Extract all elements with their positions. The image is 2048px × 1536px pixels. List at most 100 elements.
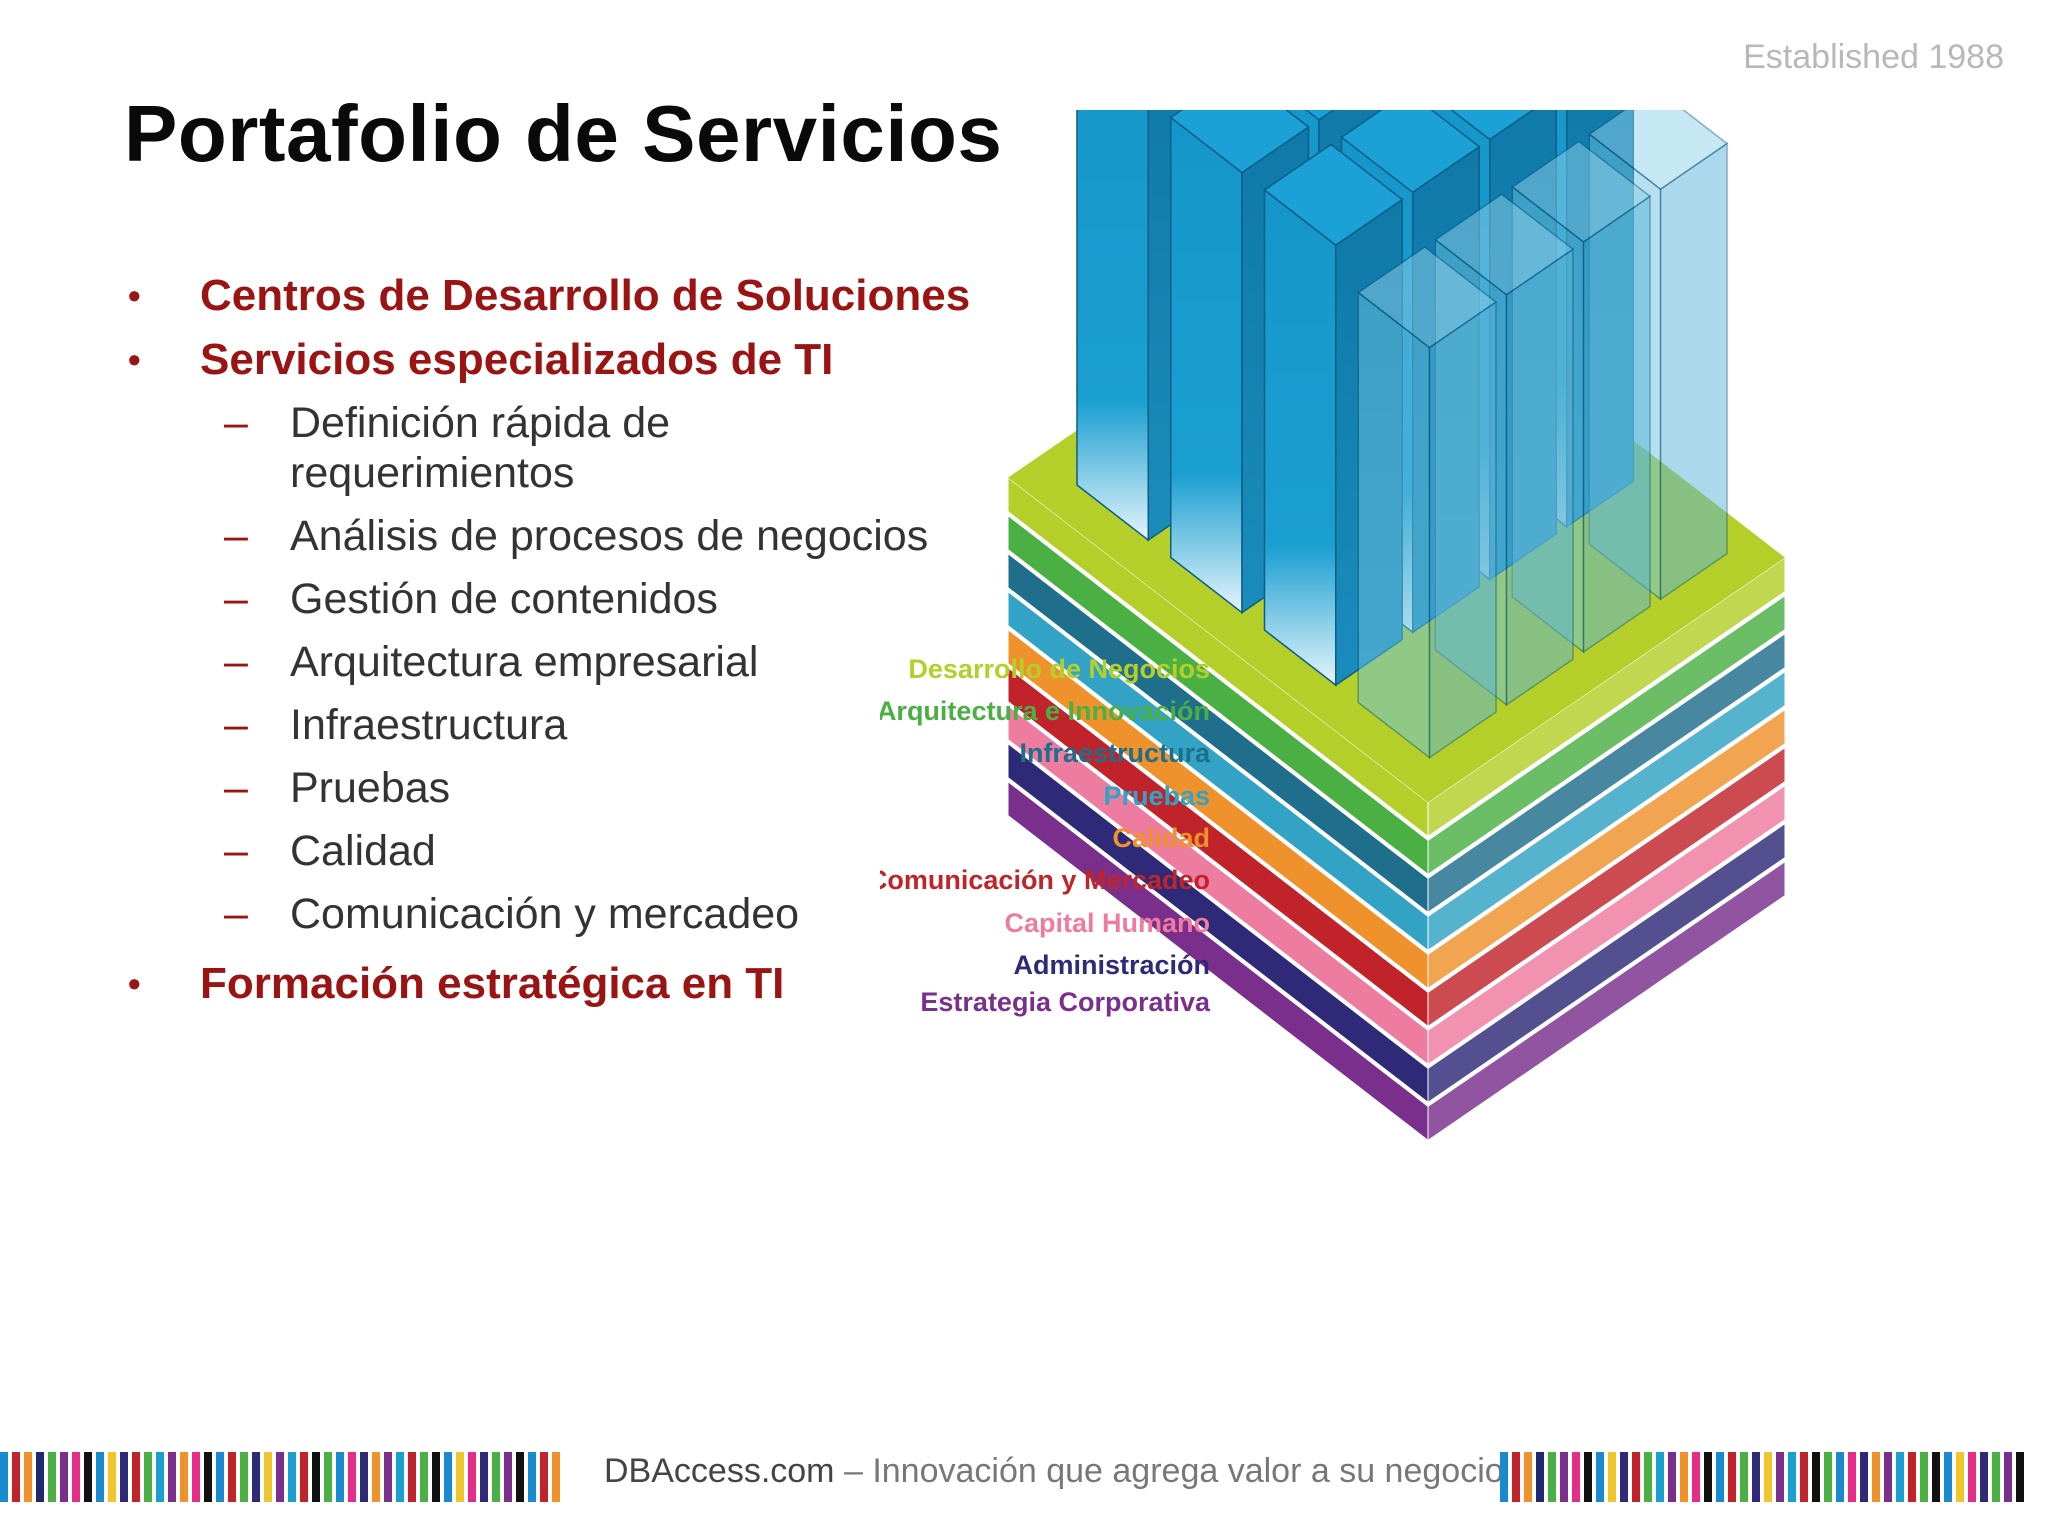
- sub-item-text: Arquitectura empresarial: [290, 638, 759, 686]
- footer-stripe: [12, 1452, 20, 1502]
- footer-stripes-right: [1500, 1452, 2024, 1502]
- sub-item: – Calidad: [224, 827, 436, 875]
- footer-stripe: [1668, 1452, 1676, 1502]
- footer-separator: –: [834, 1452, 873, 1490]
- footer-stripe: [1920, 1452, 1928, 1502]
- sub-item: – Definición rápida de requerimientos: [224, 399, 671, 497]
- sub-item: – Gestión de contenidos: [224, 575, 718, 623]
- footer-stripe: [312, 1452, 320, 1502]
- tower-front-face: [1357, 290, 1431, 760]
- footer-stripe: [360, 1452, 368, 1502]
- footer-stripe: [1800, 1452, 1808, 1502]
- footer-stripe: [348, 1452, 356, 1502]
- bullet-item: • Centros de Desarrollo de Soluciones: [128, 271, 971, 320]
- footer-stripe: [24, 1452, 32, 1502]
- footer-stripe: [1512, 1452, 1520, 1502]
- layer-slab-side: [1427, 822, 1786, 1104]
- footer-stripe: [1728, 1452, 1736, 1502]
- footer-tagline: Innovación que agrega valor a su negocio: [872, 1452, 1504, 1490]
- footer-stripes-left: [0, 1452, 560, 1502]
- footer-stripe: [1812, 1452, 1820, 1502]
- footer-stripe: [204, 1452, 212, 1502]
- footer-stripe: [1872, 1452, 1880, 1502]
- tower-front-face: [1263, 188, 1337, 687]
- footer-stripe: [240, 1452, 248, 1502]
- footer-stripe: [252, 1452, 260, 1502]
- footer-stripe: [1788, 1452, 1796, 1502]
- footer-stripe: [0, 1452, 8, 1502]
- tower-top-face: [1305, 110, 1335, 121]
- sub-item-text: Gestión de contenidos: [290, 575, 718, 623]
- footer-stripe: [1836, 1452, 1844, 1502]
- layer-slab-side: [1427, 632, 1786, 914]
- tower-top-face: [1587, 110, 1729, 191]
- bullet-text: Formación estratégica en TI: [200, 959, 785, 1008]
- footer-stripe: [456, 1452, 464, 1502]
- layer-label-infraestructura: Infraestructura: [1019, 738, 1211, 768]
- footer-stripe: [1632, 1452, 1640, 1502]
- footer-stripe: [48, 1452, 56, 1502]
- layer-slab-side: [1427, 746, 1786, 1028]
- layer-slab: [1007, 514, 1786, 876]
- footer-stripe: [1884, 1452, 1892, 1502]
- layer-slab: [1007, 552, 1786, 914]
- footer-stripe: [264, 1452, 272, 1502]
- bullet-item: • Formación estratégica en TI: [128, 959, 785, 1008]
- layer-slab: [1007, 628, 1786, 990]
- tower-top-face: [1356, 245, 1498, 349]
- tower-top-face: [1340, 110, 1481, 194]
- established-label: Established 1988: [1743, 38, 2004, 76]
- tower-side-face: [1428, 300, 1497, 760]
- sub-list: – Definición rápida de requerimientos – An…: [124, 398, 970, 939]
- footer-stripe: [468, 1452, 476, 1502]
- footer-stripe: [228, 1452, 236, 1502]
- footer-stripe: [1692, 1452, 1700, 1502]
- footer-stripe: [492, 1452, 500, 1502]
- footer-stripe: [36, 1452, 44, 1502]
- layer-label-pruebas: Pruebas: [1103, 781, 1210, 811]
- cds-layer-diagram: Desarrollo de Negocios Arquitectura e In…: [880, 110, 1786, 1142]
- layer-slab: [1007, 742, 1786, 1104]
- footer-stripe: [1500, 1452, 1508, 1502]
- tower-front-face: [1076, 110, 1149, 542]
- footer-text: DBAccess.com – Innovación que agrega val…: [604, 1452, 1504, 1491]
- footer-stripe: [336, 1452, 344, 1502]
- footer-stripe: [504, 1452, 512, 1502]
- footer-stripe: [2016, 1452, 2024, 1502]
- footer-stripe: [1572, 1452, 1580, 1502]
- footer-stripe: [444, 1452, 452, 1502]
- tower-side-face: [1505, 247, 1574, 707]
- footer-stripe: [168, 1452, 176, 1502]
- footer-stripe: [1740, 1452, 1748, 1502]
- footer-stripe: [156, 1452, 164, 1502]
- tower-top-face: [1450, 110, 1535, 141]
- tower-top-face: [1510, 140, 1652, 243]
- footer-stripe: [120, 1452, 128, 1502]
- tower-top-face: [1263, 143, 1404, 247]
- footer-stripe: [1644, 1452, 1652, 1502]
- layer-slab: [1007, 666, 1786, 1028]
- footer-stripe: [72, 1452, 80, 1502]
- sub-item-text: Calidad: [290, 827, 436, 875]
- footer-stripe: [528, 1452, 536, 1502]
- footer-stripe: [1968, 1452, 1976, 1502]
- layer-label-capital-humano: Capital Humano: [1004, 908, 1210, 938]
- footer-stripe: [384, 1452, 392, 1502]
- footer-stripe: [516, 1452, 524, 1502]
- tower-faded: [1356, 245, 1498, 760]
- footer-stripe: [276, 1452, 284, 1502]
- footer-stripe: [1608, 1452, 1616, 1502]
- bullet-item: • Servicios especializados de TI: [128, 335, 834, 384]
- layer-label-comunicacion-mercadeo: Comunicación y Mercadeo: [880, 865, 1210, 895]
- footer-stripe: [1524, 1452, 1532, 1502]
- footer-stripe: [408, 1452, 416, 1502]
- footer-stripe: [552, 1452, 560, 1502]
- layer-slab-side: [1427, 594, 1786, 876]
- footer-stripe: [1536, 1452, 1544, 1502]
- layer-label-administracion: Administración: [1013, 950, 1210, 980]
- footer-stripe: [1848, 1452, 1856, 1502]
- layer-slab-side: [1427, 670, 1786, 952]
- footer-stripe: [480, 1452, 488, 1502]
- footer-stripe: [1620, 1452, 1628, 1502]
- footer-stripe: [1896, 1452, 1904, 1502]
